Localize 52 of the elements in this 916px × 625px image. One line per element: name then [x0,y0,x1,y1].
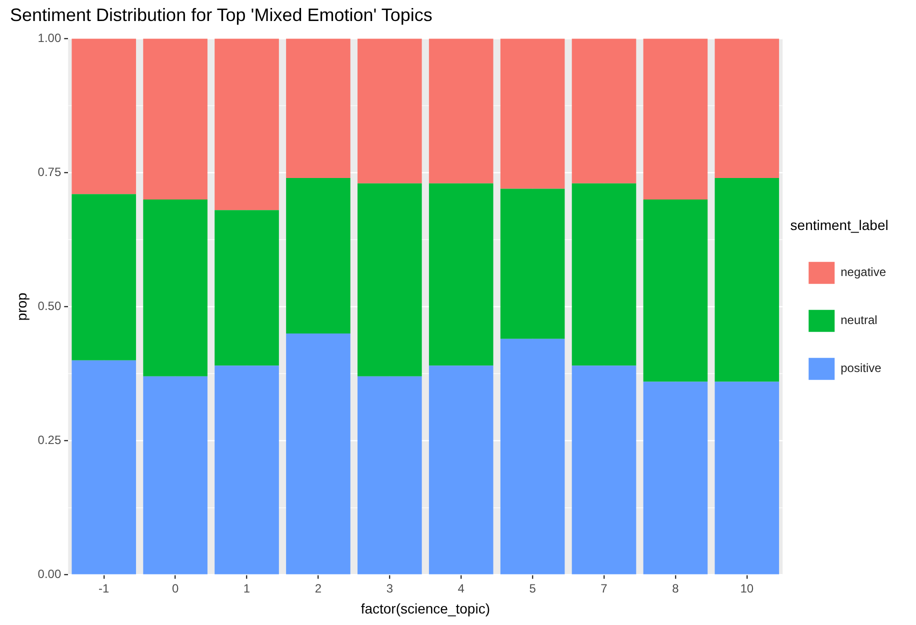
x-tick-label: 4 [458,581,465,596]
bar [358,376,422,574]
x-tick-label: 0 [172,581,179,596]
bar [572,183,636,366]
bar [286,334,350,574]
x-tick-label: 5 [529,581,536,596]
legend-title: sentiment_label [790,216,888,233]
bar [428,38,494,184]
y-tick-label: 1.00 [38,30,62,45]
bar [143,199,208,376]
bar [643,38,708,200]
bar [72,360,136,574]
legend-label: neutral [840,313,878,328]
y-axis-title: prop [13,292,30,321]
bar [714,178,780,382]
bar [358,183,422,376]
bar [214,366,279,574]
bar [500,38,565,189]
bar [358,38,422,184]
bar [72,194,136,360]
bar [286,38,350,178]
bar [143,376,208,574]
x-axis-title: factor(science_topic) [360,600,490,616]
bar [714,382,780,574]
x-tick-label: 3 [386,581,394,596]
x-tick-label: 7 [600,581,608,596]
bar [572,366,636,574]
legend-label: positive [840,361,882,376]
chart-title: Sentiment Distribution for Top 'Mixed Emotion' Topics [10,4,432,25]
x-tick-label: 2 [314,581,322,596]
bar [643,382,708,574]
x-tick-label: -1 [98,581,110,596]
bar [72,38,136,194]
x-tick-label: 1 [243,581,250,596]
bar [572,38,636,184]
bar [214,38,279,210]
y-tick-label: 0.75 [38,164,62,179]
bar [428,366,494,574]
x-tick-label: 10 [740,581,754,596]
bar [214,210,279,366]
legend-label: negative [840,265,886,280]
bar [714,38,780,178]
x-tick-label: 8 [672,581,680,596]
bar [286,178,350,334]
bar [500,188,565,339]
bar [500,338,565,574]
y-tick-label: 0.50 [38,299,62,314]
y-tick-label: 0.00 [38,567,62,582]
y-tick-label: 0.25 [38,433,62,448]
bar [643,199,708,382]
bar [143,38,208,200]
bar [428,183,494,366]
